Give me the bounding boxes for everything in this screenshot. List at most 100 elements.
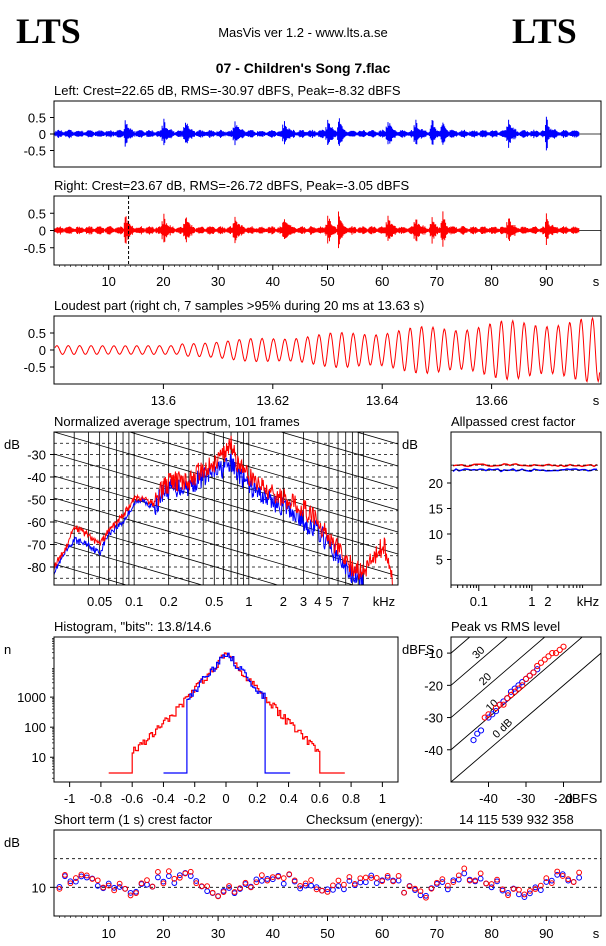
shortterm-right-point (499, 886, 506, 893)
spectrum-ytick-label: -70 (27, 538, 46, 553)
shortterm-left-point (83, 874, 90, 881)
shortterm-right-point (319, 887, 325, 894)
shortterm-right-point (242, 879, 249, 886)
shortterm-right-point (521, 891, 528, 898)
shortterm-right-point (204, 883, 211, 890)
right-ytick-label: -0.5 (24, 241, 46, 256)
shortterm-left-point (439, 879, 446, 885)
shortterm-right-point (269, 874, 276, 881)
loudest-ytick-label: 0 (39, 343, 46, 358)
right-xtick-label: 30 (211, 274, 225, 289)
shortterm-right-point (297, 882, 304, 889)
shortterm-right-point (72, 875, 79, 881)
checksum-value: 14 115 539 932 358 (459, 812, 574, 827)
peakrms-xtick-label: -20 (554, 791, 573, 806)
shortterm-left-point (193, 878, 200, 884)
shortterm-right-point (390, 878, 397, 885)
shortterm-right-point (127, 892, 134, 899)
loudest-xtick-label: 13.66 (475, 393, 508, 408)
peakrms-crest-line (451, 652, 601, 782)
histogram-xtick-label: 0.4 (280, 791, 298, 806)
shortterm-right-point (510, 886, 517, 892)
shortterm-left-point (253, 876, 260, 883)
left-ytick-label: 0.5 (28, 111, 46, 126)
right-xtick-label: 20 (156, 274, 170, 289)
shortterm-left-point (313, 884, 320, 891)
shortterm-left-point (176, 872, 183, 879)
peakrms-left-point (534, 666, 541, 673)
peakrms-right-point (519, 682, 526, 689)
shortterm-right-point (324, 888, 331, 895)
shortterm-right-point (362, 874, 369, 881)
shortterm-right-point (565, 876, 572, 883)
shortterm-xtick-label: 90 (539, 926, 553, 941)
peakrms-right-point (549, 650, 556, 657)
spectrum-title: Normalized average spectrum, 101 frames (54, 414, 300, 429)
shortterm-right-point (330, 882, 336, 889)
shortterm-left-point (455, 876, 462, 883)
shortterm-right-point (286, 871, 293, 878)
right-ytick-label: 0 (39, 224, 46, 239)
shortterm-left-point (160, 878, 167, 885)
shortterm-xtick-label: 50 (320, 926, 334, 941)
shortterm-left-point (505, 890, 511, 896)
shortterm-left-point (559, 871, 566, 878)
shortterm-right-point (220, 889, 227, 895)
peakrms-crest-label: 30 (470, 644, 487, 661)
right-xtick-label: 50 (320, 274, 334, 289)
shortterm-xunit: s (593, 926, 600, 941)
shortterm-frame (53, 829, 602, 917)
shortterm-right-point (455, 872, 462, 879)
shortterm-right-point (67, 880, 74, 887)
shortterm-right-point (231, 889, 238, 895)
shortterm-right-point (466, 877, 473, 884)
shortterm-right-point (537, 882, 544, 889)
spectrum-ytick-label: -40 (27, 470, 46, 485)
shortterm-right-point (472, 877, 479, 884)
spectrum-slope-line (54, 475, 398, 577)
shortterm-right-point (133, 890, 139, 896)
shortterm-right-point (155, 868, 161, 875)
shortterm-right-point (570, 879, 577, 885)
shortterm-xtick-label: 30 (211, 926, 225, 941)
shortterm-right-point (94, 877, 101, 884)
histogram-xtick-label: -0.8 (90, 791, 112, 806)
shortterm-right-point (483, 880, 490, 887)
shortterm-right-point (308, 877, 314, 883)
peakrms-frame (450, 636, 602, 783)
spectrum-slope-line (203, 432, 398, 489)
peakrms-crest-label: 20 (477, 671, 494, 688)
peakrms-right-point (552, 650, 560, 657)
shortterm-ylabel: dB (4, 835, 20, 850)
peakrms-right-point (541, 656, 548, 663)
spectrum-xtick-label: 0.1 (125, 594, 143, 609)
spectrum-xtick-label: 0.05 (87, 594, 112, 609)
histogram-xtick-label: 0.2 (248, 791, 266, 806)
shortterm-right-point (505, 892, 511, 899)
histogram-ylabel: n (4, 642, 11, 657)
spectrum-xtick-label: 7 (342, 594, 349, 609)
allpass-ytick-label: 10 (429, 527, 443, 542)
peakrms-xtick-label: -30 (517, 791, 536, 806)
peakrms-ytick-label: -20 (424, 678, 443, 693)
histogram-ytick-label: 1000 (17, 690, 46, 705)
spectrum-slope-line (54, 519, 280, 585)
histogram-xtick-label: 0.8 (342, 791, 360, 806)
loudest-xtick-label: 13.64 (366, 393, 399, 408)
histogram-xtick-label: 0.6 (311, 791, 329, 806)
shortterm-right-point (83, 872, 90, 879)
peakrms-ytick-label: -40 (424, 743, 443, 758)
shortterm-left-point (346, 877, 353, 884)
shortterm-left-point (357, 879, 364, 886)
shortterm-right-point (171, 875, 178, 882)
shortterm-right-point (280, 875, 287, 882)
shortterm-right-point (548, 880, 555, 887)
allpass-xunit: kHz (577, 594, 599, 609)
shortterm-right-point (226, 883, 232, 889)
spectrum-slope-line (355, 432, 398, 445)
spectrum-ylabel: dB (4, 437, 20, 452)
shortterm-left-point (165, 873, 172, 880)
peakrms-right-point (522, 675, 530, 682)
shortterm-right-point (461, 865, 468, 872)
